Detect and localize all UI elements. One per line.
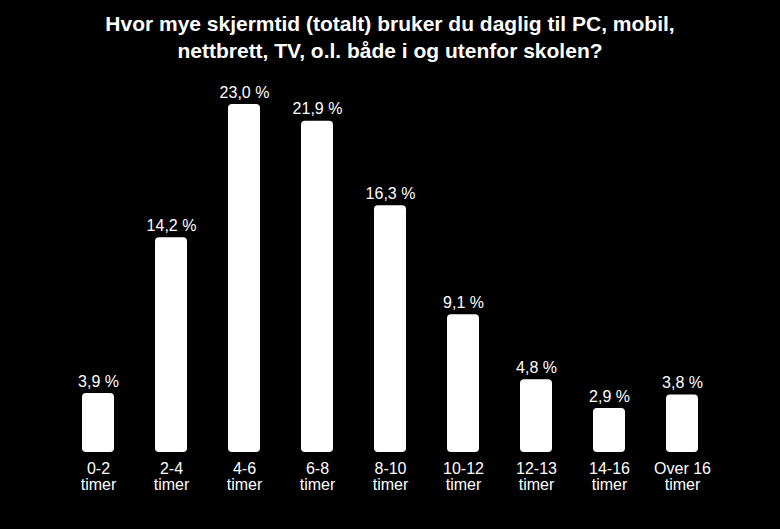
svg-text:Over 16timer: Over 16timer (654, 460, 711, 493)
svg-text:3,8 %: 3,8 % (662, 374, 703, 391)
svg-text:21,9 %: 21,9 % (293, 100, 343, 117)
svg-text:12-13timer: 12-13timer (516, 460, 557, 493)
svg-text:8-10timer: 8-10timer (373, 460, 409, 493)
svg-text:16,3 %: 16,3 % (366, 185, 416, 202)
html-text:Hvor mye skjermtid (totalt) br: Hvor mye skjermtid (totalt) bruker du da… (105, 12, 675, 62)
svg-text:4,8 %: 4,8 % (516, 359, 557, 376)
svg-text:6-8timer: 6-8timer (300, 460, 336, 493)
svg-text:4-6timer: 4-6timer (227, 460, 263, 493)
svg-text:23,0 %: 23,0 % (220, 84, 270, 101)
svg-text:2,9 %: 2,9 % (589, 388, 630, 405)
svg-text:10-12timer: 10-12timer (443, 460, 484, 493)
svg-text:0-2timer: 0-2timer (81, 460, 117, 493)
svg-text:3,9 %: 3,9 % (78, 373, 119, 390)
svg-text:9,1 %: 9,1 % (443, 294, 484, 311)
svg-text:14,2 %: 14,2 % (147, 217, 197, 234)
svg-text:14-16timer: 14-16timer (589, 460, 630, 493)
svg-text:2-4timer: 2-4timer (154, 460, 190, 493)
